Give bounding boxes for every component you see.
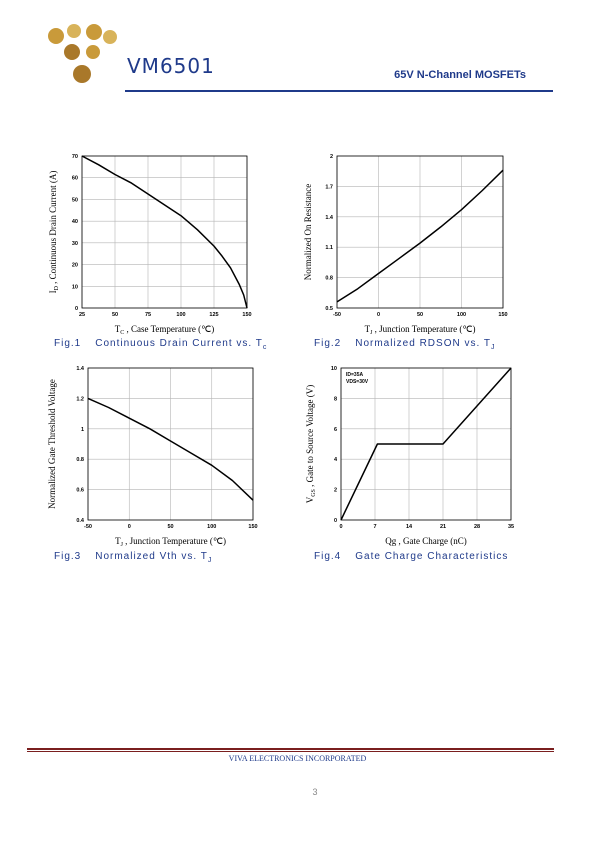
x-axis-label: TC , Case Temperature (℃) — [115, 324, 215, 336]
y-tick-label: 0 — [75, 306, 78, 312]
x-tick-label: 150 — [242, 312, 251, 318]
y-axis-label: ID , Continuous Drain Current (A) — [48, 171, 60, 294]
logo-dot — [48, 28, 64, 44]
x-tick-label: 125 — [209, 312, 218, 318]
y-tick-label: 50 — [72, 197, 78, 203]
page-number: 3 — [312, 787, 318, 797]
y-tick-label: 40 — [72, 219, 78, 225]
header-rule — [125, 90, 553, 92]
x-tick-label: 100 — [176, 312, 185, 318]
caption-text: Normalized Vth vs. T — [95, 551, 208, 562]
caption-subscript: c — [262, 344, 268, 351]
x-tick-label: 50 — [112, 312, 118, 318]
caption-subscript: J — [207, 557, 213, 564]
y-tick-label: 20 — [72, 263, 78, 269]
logo-dot — [64, 44, 80, 60]
footer-rule — [27, 748, 554, 750]
company-name: VIVA ELECTRONICS INCORPORATED — [228, 754, 367, 763]
fig-number: Fig.1 — [54, 338, 82, 349]
series-line — [81, 155, 248, 309]
plot-frame — [81, 155, 248, 309]
fig2-caption: Fig.2 Normalized RDSON vs. TJ — [314, 338, 495, 351]
logo-dot — [103, 30, 117, 44]
y-tick-label: 10 — [72, 284, 78, 290]
caption-subscript: J — [490, 344, 496, 351]
fig3-caption: Fig.3 Normalized Vth vs. TJ — [54, 551, 212, 564]
fig-number: Fig.3 — [54, 551, 82, 562]
logo-dot — [86, 45, 100, 59]
caption-text: Gate Charge Characteristics — [355, 551, 509, 562]
x-tick-label: 75 — [145, 312, 151, 318]
logo-dot — [67, 24, 81, 38]
fig4-caption: Fig.4 Gate Charge Characteristics — [314, 551, 508, 562]
part-number: VM6501 — [127, 54, 215, 78]
logo-dot — [86, 24, 102, 40]
y-tick-label: 30 — [72, 241, 78, 247]
company-logo — [48, 24, 117, 83]
document-subtitle: 65V N-Channel MOSFETs — [394, 69, 526, 81]
fig1-caption: Fig.1 Continuous Drain Current vs. Tc — [54, 338, 267, 351]
x-tick-label: 25 — [79, 312, 85, 318]
fig-number: Fig.4 — [314, 551, 342, 562]
caption-text: Continuous Drain Current vs. T — [95, 338, 263, 349]
logo-dot — [73, 65, 91, 83]
y-tick-label: 60 — [72, 176, 78, 182]
caption-text: Normalized RDSON vs. T — [355, 338, 491, 349]
y-tick-label: 70 — [72, 154, 78, 160]
fig-number: Fig.2 — [314, 338, 342, 349]
footer-rule-thin — [27, 751, 554, 752]
